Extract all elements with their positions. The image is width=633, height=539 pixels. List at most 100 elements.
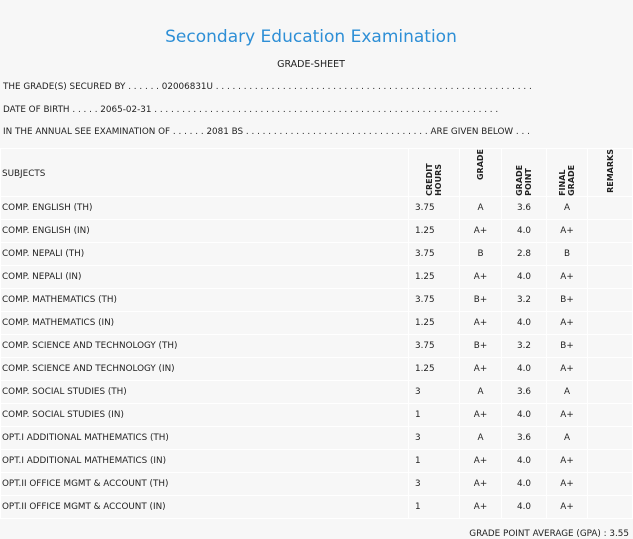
remarks-cell: [587, 494, 633, 519]
header-final-grade: FINAL GRADE: [558, 164, 576, 196]
final-grade-cell: A+: [546, 494, 588, 519]
grade-point-cell: 3.2: [501, 333, 547, 358]
table-row: COMP. MATHEMATICS (IN) 1.25 A+ 4.0 A+: [0, 310, 633, 335]
credit-hours-cell: 3.75: [408, 241, 460, 266]
final-grade-cell: A: [546, 425, 588, 450]
subject-cell: OPT.I ADDITIONAL MATHEMATICS (TH): [0, 425, 409, 450]
final-grade-cell: A+: [546, 471, 588, 496]
subject-cell: COMP. SCIENCE AND TECHNOLOGY (IN): [0, 356, 409, 381]
page-title: Secondary Education Examination: [165, 27, 457, 47]
credit-hours-cell: 3: [408, 379, 460, 404]
credit-hours-cell: 3.75: [408, 333, 460, 358]
grade-point-cell: 3.6: [501, 425, 547, 450]
grade-cell: A+: [459, 218, 502, 243]
gpa-summary: GRADE POINT AVERAGE (GPA) : 3.55: [469, 529, 629, 539]
subject-cell: OPT.II OFFICE MGMT & ACCOUNT (IN): [0, 494, 409, 519]
subject-cell: COMP. ENGLISH (IN): [0, 218, 409, 243]
grade-table: SUBJECTS CREDIT HOURS GRADE GRADE POINT …: [0, 148, 633, 519]
table-row: COMP. NEPALI (IN) 1.25 A+ 4.0 A+: [0, 264, 633, 289]
grade-cell: A: [459, 379, 502, 404]
remarks-cell: [587, 264, 633, 289]
table-row: COMP. ENGLISH (IN) 1.25 A+ 4.0 A+: [0, 218, 633, 243]
grade-point-cell: 4.0: [501, 310, 547, 335]
subject-cell: OPT.I ADDITIONAL MATHEMATICS (IN): [0, 448, 409, 473]
header-grade-point: GRADE POINT: [515, 164, 533, 196]
final-grade-cell: B: [546, 241, 588, 266]
credit-hours-cell: 1: [408, 448, 460, 473]
grade-cell: B: [459, 241, 502, 266]
subject-cell: COMP. NEPALI (TH): [0, 241, 409, 266]
final-grade-cell: A+: [546, 448, 588, 473]
grade-point-cell: 4.0: [501, 494, 547, 519]
remarks-cell: [587, 241, 633, 266]
remarks-cell: [587, 333, 633, 358]
remarks-cell: [587, 471, 633, 496]
dob-line: DATE OF BIRTH . . . . . 2065-02-31 . . .…: [3, 105, 499, 115]
remarks-cell: [587, 356, 633, 381]
grade-point-cell: 3.6: [501, 195, 547, 220]
credit-hours-cell: 3: [408, 471, 460, 496]
table-row: OPT.I ADDITIONAL MATHEMATICS (TH) 3 A 3.6 A: [0, 425, 633, 450]
table-row: OPT.II OFFICE MGMT & ACCOUNT (TH) 3 A+ 4.0 A…: [0, 471, 633, 496]
credit-hours-cell: 3: [408, 425, 460, 450]
grade-cell: A: [459, 425, 502, 450]
subject-cell: COMP. MATHEMATICS (TH): [0, 287, 409, 312]
table-row: COMP. MATHEMATICS (TH) 3.75 B+ 3.2 B+: [0, 287, 633, 312]
grade-cell: A+: [459, 494, 502, 519]
credit-hours-cell: 1.25: [408, 218, 460, 243]
subject-cell: COMP. ENGLISH (TH): [0, 195, 409, 220]
header-remarks: REMARKS: [605, 149, 615, 193]
credit-hours-cell: 1.25: [408, 310, 460, 335]
subject-cell: COMP. NEPALI (IN): [0, 264, 409, 289]
grade-cell: B+: [459, 333, 502, 358]
remarks-cell: [587, 310, 633, 335]
final-grade-cell: A+: [546, 218, 588, 243]
final-grade-cell: A: [546, 195, 588, 220]
final-grade-cell: A+: [546, 264, 588, 289]
grade-point-cell: 3.2: [501, 287, 547, 312]
subject-cell: COMP. SCIENCE AND TECHNOLOGY (TH): [0, 333, 409, 358]
final-grade-cell: B+: [546, 287, 588, 312]
exam-line: IN THE ANNUAL SEE EXAMINATION OF . . . .…: [3, 127, 530, 137]
table-row: COMP. SCIENCE AND TECHNOLOGY (TH) 3.75 B+ 3…: [0, 333, 633, 358]
remarks-cell: [587, 379, 633, 404]
subject-cell: COMP. SOCIAL STUDIES (IN): [0, 402, 409, 427]
header-remarks-cell: REMARKS: [587, 148, 633, 197]
final-grade-cell: A: [546, 379, 588, 404]
subject-cell: COMP. SOCIAL STUDIES (TH): [0, 379, 409, 404]
header-grade-cell: GRADE: [459, 148, 502, 197]
header-grade: GRADE: [476, 149, 485, 181]
header-credit-hours-cell: CREDIT HOURS: [408, 148, 460, 197]
subject-cell: COMP. MATHEMATICS (IN): [0, 310, 409, 335]
remarks-cell: [587, 195, 633, 220]
table-row: COMP. SOCIAL STUDIES (TH) 3 A 3.6 A: [0, 379, 633, 404]
grade-point-cell: 4.0: [501, 264, 547, 289]
grade-cell: A+: [459, 310, 502, 335]
table-header-row: SUBJECTS CREDIT HOURS GRADE GRADE POINT …: [0, 148, 633, 197]
page-subtitle: GRADE-SHEET: [277, 59, 345, 70]
subject-cell: OPT.II OFFICE MGMT & ACCOUNT (TH): [0, 471, 409, 496]
credit-hours-cell: 1: [408, 402, 460, 427]
grade-point-cell: 4.0: [501, 448, 547, 473]
remarks-cell: [587, 448, 633, 473]
credit-hours-cell: 1.25: [408, 264, 460, 289]
grade-cell: A+: [459, 471, 502, 496]
credit-hours-cell: 3.75: [408, 287, 460, 312]
grade-point-cell: 4.0: [501, 402, 547, 427]
header-subjects: SUBJECTS: [0, 148, 409, 197]
final-grade-cell: A+: [546, 310, 588, 335]
remarks-cell: [587, 425, 633, 450]
remarks-cell: [587, 218, 633, 243]
credit-hours-cell: 1: [408, 494, 460, 519]
grade-cell: A+: [459, 356, 502, 381]
header-final-grade-cell: FINAL GRADE: [546, 148, 588, 197]
header-grade-point-cell: GRADE POINT: [501, 148, 547, 197]
grade-point-cell: 4.0: [501, 471, 547, 496]
table-row: OPT.II OFFICE MGMT & ACCOUNT (IN) 1 A+ 4.0 A…: [0, 494, 633, 519]
table-row: COMP. SOCIAL STUDIES (IN) 1 A+ 4.0 A+: [0, 402, 633, 427]
table-row: COMP. ENGLISH (TH) 3.75 A 3.6 A: [0, 195, 633, 220]
final-grade-cell: A+: [546, 356, 588, 381]
credit-hours-cell: 1.25: [408, 356, 460, 381]
secured-by-line: THE GRADE(S) SECURED BY . . . . . . 0200…: [3, 82, 532, 92]
table-row: COMP. SCIENCE AND TECHNOLOGY (IN) 1.25 A+ 4…: [0, 356, 633, 381]
